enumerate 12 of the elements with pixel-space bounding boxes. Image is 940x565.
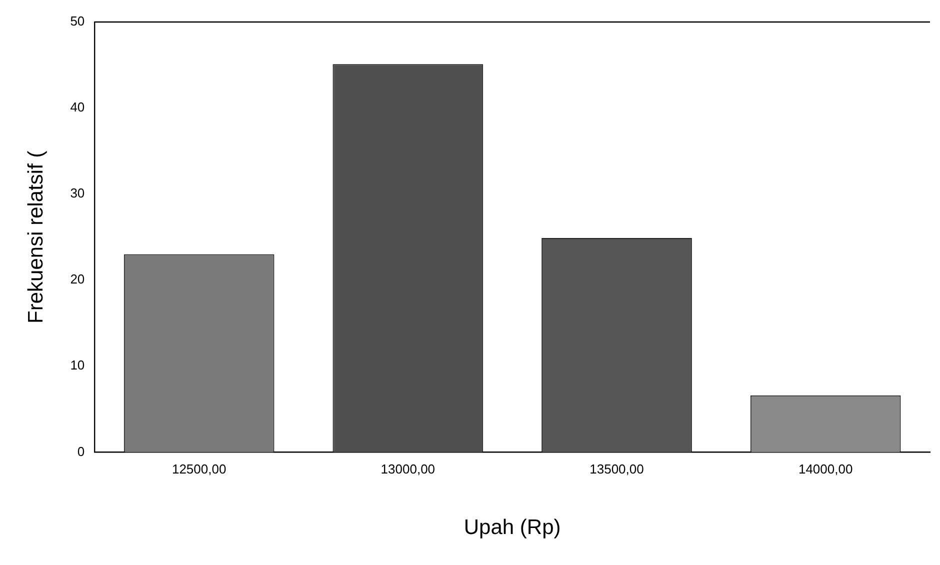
y-tick-label: 40 (70, 100, 85, 115)
y-tick-label: 50 (70, 14, 85, 29)
x-axis-title: Upah (Rp) (464, 516, 561, 540)
y-tick-label: 30 (70, 186, 85, 201)
y-axis-title: Frekuensi relatsif ( (24, 150, 48, 324)
x-tick-label: 13000,00 (380, 462, 436, 477)
y-tick-label: 20 (70, 272, 85, 287)
y-tick-label: 0 (77, 444, 85, 459)
x-tick-label: 14000,00 (798, 462, 853, 477)
y-tick-label: 10 (70, 358, 85, 373)
x-tick-label: 13500,00 (590, 462, 644, 477)
x-tick-label: 12500,00 (172, 462, 226, 477)
